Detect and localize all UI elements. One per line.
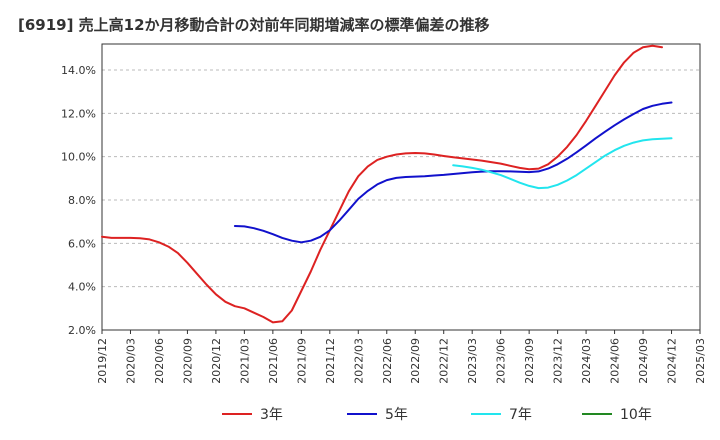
- y-tick-label: 8.0%: [68, 194, 96, 207]
- series-line-0: [101, 44, 663, 324]
- series-line-2: [452, 137, 673, 190]
- x-tick-label: 2024/06: [609, 338, 622, 384]
- x-tick-label: 2023/06: [495, 338, 508, 384]
- x-tick-label: 2020/12: [210, 338, 223, 384]
- legend-label-1: 5年: [385, 407, 408, 423]
- plot-area-frame: [101, 43, 701, 331]
- x-tick-label: 2020/09: [181, 338, 194, 384]
- y-tick-label: 6.0%: [68, 237, 96, 250]
- x-tick-label: 2020/06: [153, 338, 166, 384]
- x-tick-label: 2025/03: [694, 338, 707, 384]
- x-tick-label: 2022/12: [438, 338, 451, 384]
- x-tick-label: 2023/03: [466, 338, 479, 384]
- chart-title: [6919] 売上高12か月移動合計の対前年同期増減率の標準偏差の推移: [18, 16, 490, 34]
- x-tick-label: 2022/06: [381, 338, 394, 384]
- x-tick-label: 2021/03: [238, 338, 251, 384]
- x-tick-label: 2019/12: [96, 338, 109, 384]
- y-tick-label: 10.0%: [61, 151, 96, 164]
- x-tick-label: 2021/06: [267, 338, 280, 384]
- y-tick-label: 14.0%: [61, 64, 96, 77]
- series-line-1: [233, 101, 673, 244]
- y-tick-label: 4.0%: [68, 281, 96, 294]
- x-tick-label: 2021/12: [324, 338, 337, 384]
- x-tick-label: 2024/09: [637, 338, 650, 384]
- y-tick-label: 2.0%: [68, 324, 96, 337]
- x-tick-label: 2022/09: [409, 338, 422, 384]
- legend-label-0: 3年: [260, 407, 283, 423]
- legend-label-2: 7年: [509, 407, 532, 423]
- x-tick-label: 2024/12: [666, 338, 679, 384]
- x-tick-label: 2020/03: [124, 338, 137, 384]
- x-tick-label: 2021/09: [295, 338, 308, 384]
- y-tick-label: 12.0%: [61, 107, 96, 120]
- x-tick-label: 2023/09: [523, 338, 536, 384]
- legend-label-3: 10年: [620, 407, 652, 423]
- x-tick-label: 2023/12: [552, 338, 565, 384]
- x-tick-label: 2024/03: [580, 338, 593, 384]
- x-tick-label: 2022/03: [352, 338, 365, 384]
